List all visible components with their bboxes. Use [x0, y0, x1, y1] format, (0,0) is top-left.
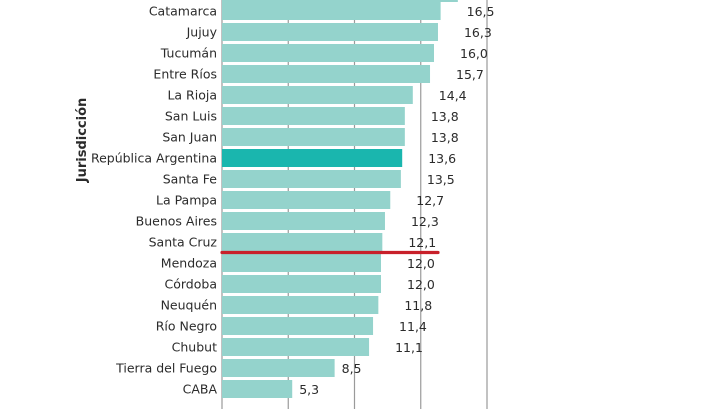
- bar: [222, 107, 405, 125]
- bar: [222, 86, 413, 104]
- bar: [222, 65, 431, 83]
- value-label: 15,7: [456, 67, 484, 82]
- bar: [222, 149, 403, 167]
- bar: [222, 296, 379, 314]
- value-label: 16,5: [467, 4, 495, 19]
- bar: [222, 254, 381, 272]
- bars: [222, 0, 458, 398]
- category-label: Tierra del Fuego: [115, 361, 217, 376]
- category-label: Tucumán: [160, 46, 217, 61]
- category-label: La Pampa: [156, 193, 217, 208]
- bar: [222, 359, 335, 377]
- bar: [222, 338, 370, 356]
- category-label: Santa Cruz: [149, 235, 218, 250]
- bar-cropped: [222, 0, 458, 2]
- value-label: 13,8: [431, 109, 459, 124]
- value-label: 5,3: [299, 382, 319, 397]
- value-label: 12,0: [407, 277, 435, 292]
- bar: [222, 380, 293, 398]
- bar: [222, 233, 383, 251]
- value-label: 11,8: [404, 298, 432, 313]
- category-label: Entre Ríos: [153, 67, 217, 82]
- y-axis-label: Jurisdicción: [75, 98, 90, 184]
- value-label: 14,4: [439, 88, 467, 103]
- category-label: Chubut: [172, 340, 217, 355]
- category-labels: Catamarca Jujuy Tucumán Entre Ríos La Rioja S…: [91, 4, 218, 397]
- bar: [222, 317, 374, 335]
- bar: [222, 170, 401, 188]
- category-label: San Juan: [162, 130, 217, 145]
- value-label: 16,3: [464, 25, 492, 40]
- bar: [222, 23, 438, 41]
- category-label: Jujuy: [186, 25, 218, 40]
- category-label: Buenos Aires: [136, 214, 217, 229]
- category-label: Santa Fe: [163, 172, 218, 187]
- category-label: Neuquén: [161, 298, 217, 313]
- category-label: Río Negro: [156, 319, 217, 334]
- bar: [222, 191, 391, 209]
- bar: [222, 44, 434, 62]
- bar: [222, 2, 441, 20]
- category-label: República Argentina: [91, 151, 217, 166]
- value-label: 11,1: [395, 340, 423, 355]
- category-label: CABA: [183, 382, 218, 397]
- value-label: 12,0: [407, 256, 435, 271]
- value-labels: 16,5 16,3 16,0 15,7 14,4 13,8 13,8 13,6 13,5 12,7…: [299, 4, 494, 397]
- value-label: 16,0: [460, 46, 488, 61]
- bar: [222, 128, 405, 146]
- bar: [222, 275, 381, 293]
- category-label: La Rioja: [167, 88, 217, 103]
- value-label: 13,6: [428, 151, 456, 166]
- bar: [222, 212, 385, 230]
- value-label: 8,5: [342, 361, 362, 376]
- category-label: Catamarca: [149, 4, 217, 19]
- value-label: 12,1: [408, 235, 436, 250]
- value-label: 12,3: [411, 214, 439, 229]
- category-label: Córdoba: [165, 277, 217, 292]
- value-label: 13,5: [427, 172, 455, 187]
- value-label: 11,4: [399, 319, 427, 334]
- value-label: 12,7: [416, 193, 444, 208]
- category-label: San Luis: [165, 109, 217, 124]
- category-label: Mendoza: [161, 256, 217, 271]
- value-label: 13,8: [431, 130, 459, 145]
